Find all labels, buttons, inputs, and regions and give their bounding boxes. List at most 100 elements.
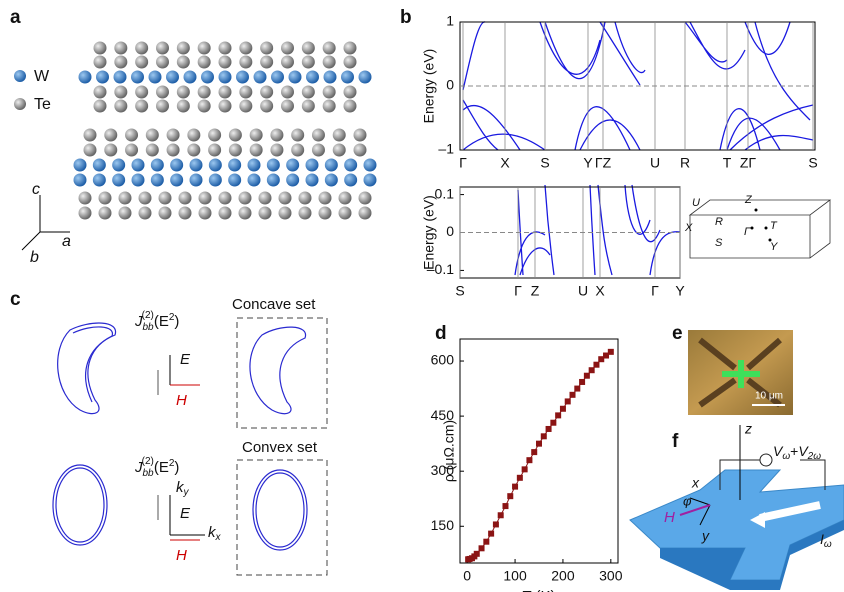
atom <box>198 206 212 220</box>
set-label: Convex set <box>242 439 318 456</box>
atom <box>332 143 346 157</box>
atom <box>291 143 305 157</box>
atom <box>176 55 190 69</box>
atom <box>114 41 128 55</box>
y-tick-label: 150 <box>431 517 455 533</box>
bz-point-label: Y <box>770 241 778 253</box>
micrograph <box>688 330 793 415</box>
atom <box>343 85 357 99</box>
x-tick-label: X <box>500 155 510 171</box>
atom <box>166 143 180 157</box>
text: V <box>773 443 784 459</box>
y-tick-label: –1 <box>438 141 454 157</box>
atom <box>344 158 358 172</box>
text: V <box>798 443 809 459</box>
atom <box>288 70 302 84</box>
atom <box>156 55 169 69</box>
data-point <box>550 419 557 426</box>
lattice-axes: c a b <box>21 181 71 266</box>
atom <box>270 143 284 157</box>
atom <box>338 206 352 220</box>
set-label: Concave set <box>232 296 316 313</box>
atom <box>281 85 294 99</box>
atom <box>178 191 192 205</box>
axis-label: E <box>180 505 191 522</box>
atom <box>93 55 107 69</box>
atom <box>178 206 192 220</box>
atom <box>291 128 305 142</box>
atom <box>98 191 112 205</box>
atom <box>363 173 377 187</box>
atom <box>358 206 372 220</box>
atom <box>83 143 97 157</box>
atom <box>197 55 211 69</box>
data-point <box>598 356 605 363</box>
text: x <box>215 532 222 543</box>
atom <box>332 128 346 142</box>
atom <box>104 143 118 157</box>
legend-label: Te <box>34 96 51 113</box>
axis-label: c <box>32 181 40 198</box>
atom <box>324 173 338 187</box>
y-tick-label: 0.1 <box>435 185 455 201</box>
atom <box>93 41 107 55</box>
atom <box>93 85 107 99</box>
data-point <box>516 474 523 481</box>
data-point <box>545 425 552 432</box>
atom <box>183 70 197 84</box>
atom <box>236 70 249 84</box>
text: ) <box>174 313 179 330</box>
atom <box>218 206 232 220</box>
data-point <box>521 466 528 473</box>
atom <box>318 191 332 205</box>
panel-label: f <box>672 431 679 452</box>
data-point <box>603 352 610 359</box>
atom <box>218 99 232 113</box>
atom <box>197 41 211 55</box>
text: bb <box>143 468 155 479</box>
bz-point-label: X <box>684 222 693 234</box>
atom <box>305 173 319 187</box>
text: bb <box>143 322 155 333</box>
atom <box>114 99 128 113</box>
y-axis-label: Energy (eV) <box>421 195 437 270</box>
atom <box>156 85 169 99</box>
atom <box>228 173 242 187</box>
data-point <box>478 545 485 552</box>
atom <box>228 158 242 172</box>
atom <box>73 158 87 172</box>
atom <box>113 70 127 84</box>
atom <box>343 55 357 69</box>
atom <box>158 206 172 220</box>
data-point <box>583 372 590 379</box>
x-tick-label: Y <box>583 155 593 171</box>
atom <box>306 70 319 84</box>
scale-bar-label: 10 μm <box>755 391 783 402</box>
axis-label: y <box>701 528 710 544</box>
atom <box>260 99 274 113</box>
crystal-structure <box>73 41 377 220</box>
atom <box>281 55 294 69</box>
atom <box>298 191 312 205</box>
atom <box>135 55 149 69</box>
x-tick-label: ZΓ <box>740 155 757 171</box>
atom <box>358 191 372 205</box>
atom <box>131 173 145 187</box>
atom <box>93 99 107 113</box>
atom <box>218 41 232 55</box>
atom <box>260 41 274 55</box>
atom <box>322 85 336 99</box>
x-tick-label: S <box>540 155 549 171</box>
atom <box>150 158 164 172</box>
axis-label: ky <box>176 479 190 498</box>
atom <box>170 173 184 187</box>
atom <box>344 173 358 187</box>
text: 2 <box>169 458 175 469</box>
atom <box>114 85 128 99</box>
atom <box>112 173 126 187</box>
axis-label: H <box>176 547 187 564</box>
atom <box>247 173 261 187</box>
atom <box>301 99 315 113</box>
atom <box>363 158 377 172</box>
atom <box>353 128 367 142</box>
